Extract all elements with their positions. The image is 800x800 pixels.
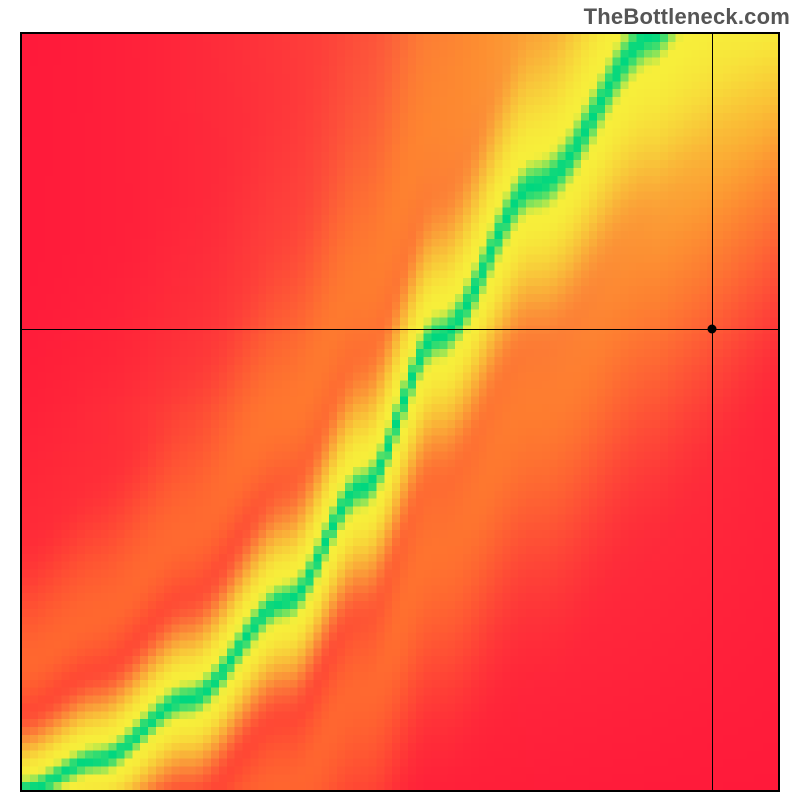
- crosshair-horizontal: [22, 329, 778, 330]
- watermark-text: TheBottleneck.com: [584, 4, 790, 30]
- crosshair-vertical: [712, 34, 713, 790]
- heatmap-plot: [20, 32, 780, 792]
- crosshair-marker: [708, 324, 717, 333]
- heatmap-canvas: [22, 34, 778, 790]
